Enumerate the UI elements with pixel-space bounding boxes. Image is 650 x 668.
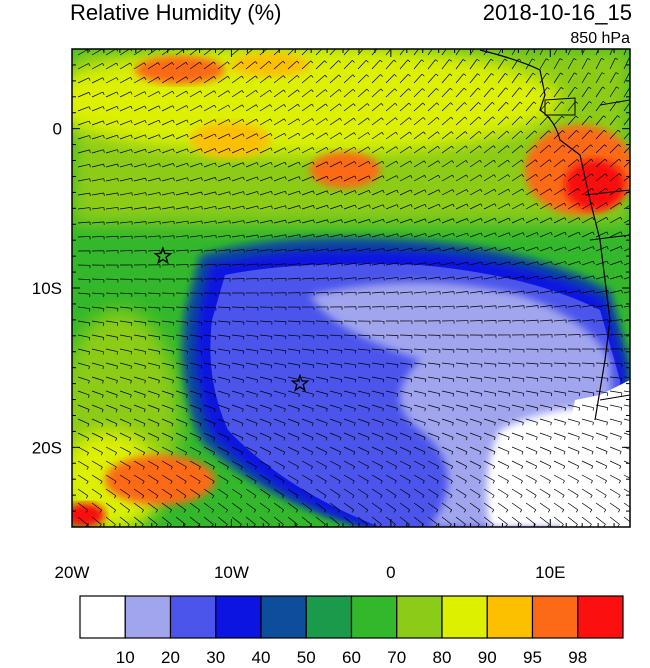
wind-barb-flag bbox=[407, 46, 409, 48]
wind-barb-flag bbox=[636, 305, 637, 308]
wind-barb-flag bbox=[631, 116, 633, 118]
wind-barb-flag bbox=[393, 46, 395, 48]
wind-barb-flag bbox=[632, 130, 634, 132]
wind-barb-flag bbox=[593, 393, 594, 396]
wind-barb-flag bbox=[370, 263, 371, 266]
wind-barb-flag bbox=[587, 44, 590, 45]
wind-barb-flag bbox=[546, 44, 549, 45]
wind-barb-flag bbox=[636, 290, 637, 293]
y-tick-label: 0 bbox=[53, 120, 62, 139]
wind-barb-flag bbox=[635, 246, 636, 249]
wind-barb-flag bbox=[634, 451, 635, 454]
wind-barb-flag bbox=[635, 408, 636, 411]
wind-barb-flag bbox=[104, 193, 105, 196]
colorbar-label: 20 bbox=[161, 648, 180, 668]
colorbar-label: 50 bbox=[297, 648, 316, 668]
colorbar-swatch bbox=[352, 596, 397, 638]
wind-barb-flag bbox=[634, 466, 635, 469]
wind-barb-flag bbox=[632, 524, 634, 526]
wind-barb-flag bbox=[366, 46, 368, 48]
colorbar-label: 80 bbox=[433, 648, 452, 668]
wind-barb-flag bbox=[341, 365, 342, 368]
wind-barb-flag bbox=[532, 44, 535, 45]
wind-barb-flag bbox=[453, 379, 454, 382]
colorbar-label: 98 bbox=[568, 648, 587, 668]
colorbar-swatch bbox=[80, 596, 125, 638]
y-tick-label: 10S bbox=[32, 279, 62, 298]
wind-barb-flag bbox=[632, 510, 634, 512]
colorbar bbox=[80, 596, 623, 638]
colorbar-swatch bbox=[171, 596, 216, 638]
x-tick-label: 0 bbox=[386, 563, 395, 582]
wind-barb-flag bbox=[380, 46, 382, 48]
wind-barb-flag bbox=[310, 46, 312, 48]
wind-barb-flag bbox=[518, 45, 521, 46]
colorbar-label: 70 bbox=[387, 648, 406, 668]
wind-barb-flag bbox=[634, 188, 636, 190]
wind-barb-flag bbox=[338, 46, 340, 48]
colorbar-swatch bbox=[578, 596, 623, 638]
wind-barb-flag bbox=[615, 44, 618, 45]
wind-barb-flag bbox=[449, 45, 451, 47]
wind-barb-flag bbox=[632, 144, 634, 146]
wind-barb-flag bbox=[243, 351, 244, 354]
wind-barb-flag bbox=[634, 202, 636, 205]
wind-barb-flag bbox=[559, 44, 562, 45]
wind-barb-flag bbox=[635, 276, 636, 279]
wind-barb-flag bbox=[89, 323, 90, 326]
wind-barb-flag bbox=[324, 46, 326, 48]
x-tick-label: 10W bbox=[214, 563, 249, 582]
wind-barb-flag bbox=[159, 337, 160, 340]
wind-barb-flag bbox=[634, 437, 635, 440]
x-tick-label: 10E bbox=[535, 563, 565, 582]
humidity-field bbox=[40, 45, 635, 530]
wind-barb-flag bbox=[631, 101, 633, 103]
colorbar-label: 60 bbox=[342, 648, 361, 668]
colorbar-swatch bbox=[125, 596, 170, 638]
wind-barb-flag bbox=[435, 45, 437, 47]
colorbar-swatch bbox=[216, 596, 261, 638]
colorbar-label: 90 bbox=[478, 648, 497, 668]
wind-barb-flag bbox=[573, 44, 576, 45]
wind-barb-flag bbox=[635, 261, 636, 264]
colorbar-label: 30 bbox=[206, 648, 225, 668]
wind-barb-flag bbox=[628, 44, 631, 45]
wind-barb-flag bbox=[634, 217, 635, 220]
wind-barb-flag bbox=[524, 291, 525, 294]
wind-barb-flag bbox=[463, 45, 465, 47]
wind-barb-flag bbox=[476, 45, 479, 47]
colorbar-swatch bbox=[397, 596, 442, 638]
wind-barb-flag bbox=[601, 44, 604, 45]
wind-barb-flag bbox=[635, 232, 636, 235]
wind-barb-flag bbox=[635, 422, 636, 425]
x-tick-label: 20W bbox=[55, 563, 90, 582]
colorbar-swatch bbox=[442, 596, 487, 638]
colorbar-label: 95 bbox=[523, 648, 542, 668]
colorbar-label: 10 bbox=[116, 648, 135, 668]
colorbar-swatch bbox=[487, 596, 532, 638]
colorbar-swatch bbox=[533, 596, 578, 638]
wind-barb-flag bbox=[421, 45, 423, 47]
wind-barb-flag bbox=[352, 46, 354, 48]
colorbar-label: 40 bbox=[252, 648, 271, 668]
wind-barb-flag bbox=[490, 45, 493, 47]
colorbar-swatch bbox=[306, 596, 351, 638]
wind-barb-flag bbox=[633, 495, 635, 498]
wind-barb-flag bbox=[633, 481, 634, 484]
wind-barb-flag bbox=[504, 45, 507, 47]
y-tick-label: 20S bbox=[32, 438, 62, 457]
colorbar-swatch bbox=[261, 596, 306, 638]
wind-barb-flag bbox=[633, 159, 635, 161]
wind-barb-flag bbox=[633, 173, 635, 175]
